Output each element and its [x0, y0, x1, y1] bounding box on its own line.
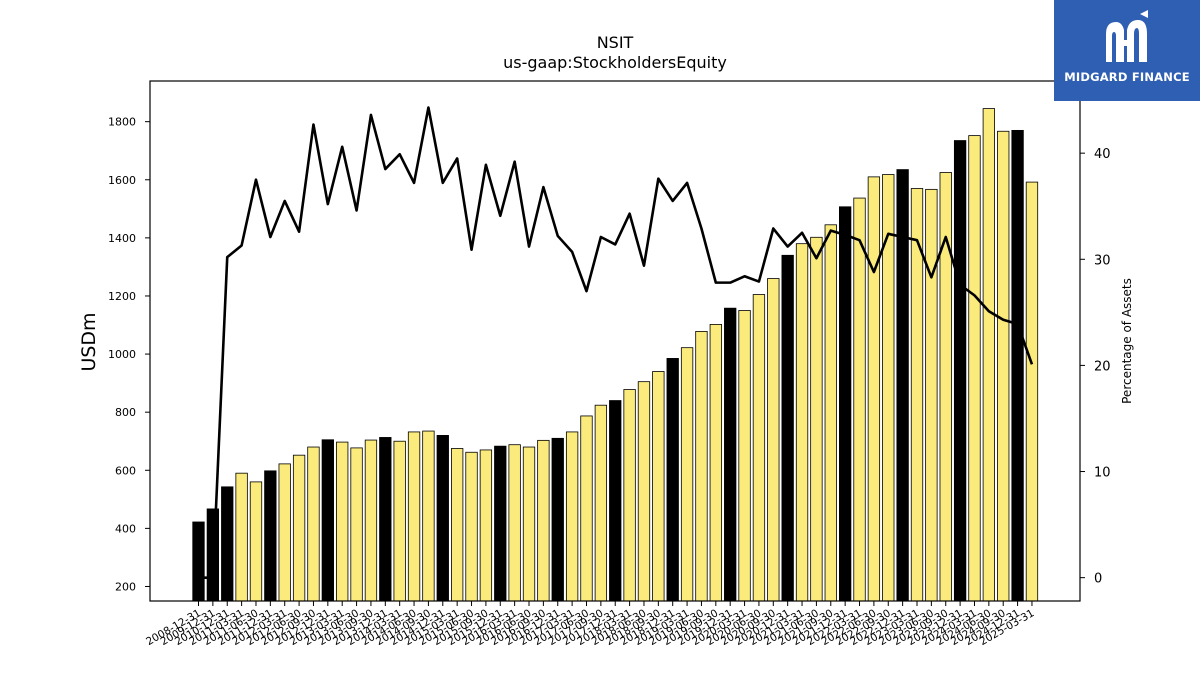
bar-2022-03-31 [853, 197, 866, 602]
bar-2016-12-31 [551, 437, 564, 602]
y-tick-label-600: 600 [115, 464, 136, 477]
bar-2013-12-31 [379, 437, 392, 602]
bar-2021-03-31 [795, 243, 809, 602]
bar-2020-09-30 [767, 278, 780, 602]
y-tick-label-1200: 1200 [108, 290, 136, 303]
bar-2025-03-31 [1025, 181, 1039, 602]
bar-2018-09-30 [652, 371, 665, 602]
bar-2008-12-31 [192, 521, 205, 602]
bar-2017-06-30 [580, 415, 593, 602]
bar-2015-03-31 [451, 448, 464, 602]
bar-2016-09-30 [537, 439, 550, 602]
bar-2023-12-31 [953, 140, 967, 602]
bar-2014-03-31 [393, 440, 406, 602]
percentage-line-series [198, 106, 1034, 579]
y-tick-label-1000: 1000 [108, 348, 136, 361]
brand-logo: MIDGARD FINANCE [1054, 0, 1200, 101]
bar-2010-12-31 [221, 486, 234, 602]
bar-2012-03-31 [278, 463, 291, 602]
y-axis-left: 200 400 600 800 1000 1200 1400 1600 1800 [108, 116, 150, 593]
bar-2021-09-30 [824, 224, 837, 602]
bar-2023-06-30 [925, 188, 938, 602]
bar-2022-12-31 [896, 169, 909, 602]
bar-2017-12-31 [609, 400, 622, 602]
bar-2018-12-31 [666, 358, 679, 602]
y2-tick-label-40: 40 [1094, 147, 1111, 162]
y-tick-label-800: 800 [115, 406, 136, 419]
bar-2014-09-30 [422, 430, 435, 602]
bar-2014-06-30 [407, 431, 421, 602]
chart-subtitle: us-gaap:StockholdersEquity [503, 53, 727, 72]
bar-2016-03-31 [508, 444, 521, 602]
y-tick-label-400: 400 [115, 522, 136, 535]
chart-title: NSIT [597, 33, 634, 52]
x-axis: 2008-12-312009-12-312010-12-312011-03-31… [144, 601, 1036, 648]
percentage-line [198, 106, 1034, 579]
y2-axis-label: Percentage of Assets [1120, 278, 1134, 404]
bar-2015-09-30 [479, 449, 493, 602]
bar-2017-09-30 [594, 404, 608, 602]
bar-2020-12-31 [781, 254, 794, 602]
bar-2016-06-30 [522, 446, 536, 602]
bar-2019-09-30 [709, 324, 722, 602]
bar-2015-06-30 [465, 451, 478, 602]
y-tick-label-200: 200 [115, 580, 136, 593]
bar-2013-06-30 [350, 447, 363, 602]
bar-2019-06-30 [695, 331, 708, 602]
brand-logo-text: MIDGARD FINANCE [1064, 70, 1190, 84]
bar-2024-06-30 [982, 108, 995, 602]
bar-2021-06-30 [810, 236, 823, 602]
y-tick-label-1800: 1800 [108, 116, 136, 129]
bar-2022-09-30 [882, 174, 895, 602]
y-tick-label-1400: 1400 [108, 232, 136, 245]
y2-tick-label-10: 10 [1094, 466, 1111, 481]
bar-2012-09-30 [307, 446, 320, 602]
bar-2017-03-31 [565, 431, 579, 602]
bar-2015-12-31 [494, 445, 507, 602]
bar-series [192, 108, 1039, 602]
bar-2021-12-31 [839, 206, 852, 602]
bar-2011-03-31 [235, 472, 248, 602]
bar-2012-12-31 [321, 439, 334, 602]
bar-2024-12-31 [1011, 129, 1024, 602]
bar-2014-12-31 [436, 435, 449, 602]
bar-2024-03-31 [968, 135, 981, 602]
bar-2019-12-31 [724, 307, 737, 602]
y2-tick-label-0: 0 [1094, 572, 1102, 587]
bar-2020-03-31 [738, 310, 751, 602]
bar-2020-06-30 [752, 294, 766, 602]
y-axis-label: USDm [78, 312, 100, 371]
y2-tick-label-30: 30 [1094, 253, 1111, 268]
y2-tick-label-20: 20 [1094, 359, 1111, 374]
bar-2024-09-30 [997, 130, 1010, 602]
bar-2012-06-30 [292, 454, 306, 602]
y-axis-right: 0 10 20 30 40 [1080, 147, 1111, 587]
bar-2011-06-30 [249, 481, 263, 602]
bar-2018-03-31 [623, 389, 636, 602]
bar-2011-12-31 [264, 470, 277, 602]
y-tick-label-1600: 1600 [108, 174, 136, 187]
bar-2013-09-30 [364, 439, 378, 602]
bar-2013-03-31 [336, 441, 349, 602]
bar-2018-06-30 [637, 381, 651, 602]
bar-2022-06-30 [867, 176, 881, 602]
bar-2019-03-31 [680, 347, 694, 602]
midgard-m-logo-icon [1106, 10, 1148, 62]
